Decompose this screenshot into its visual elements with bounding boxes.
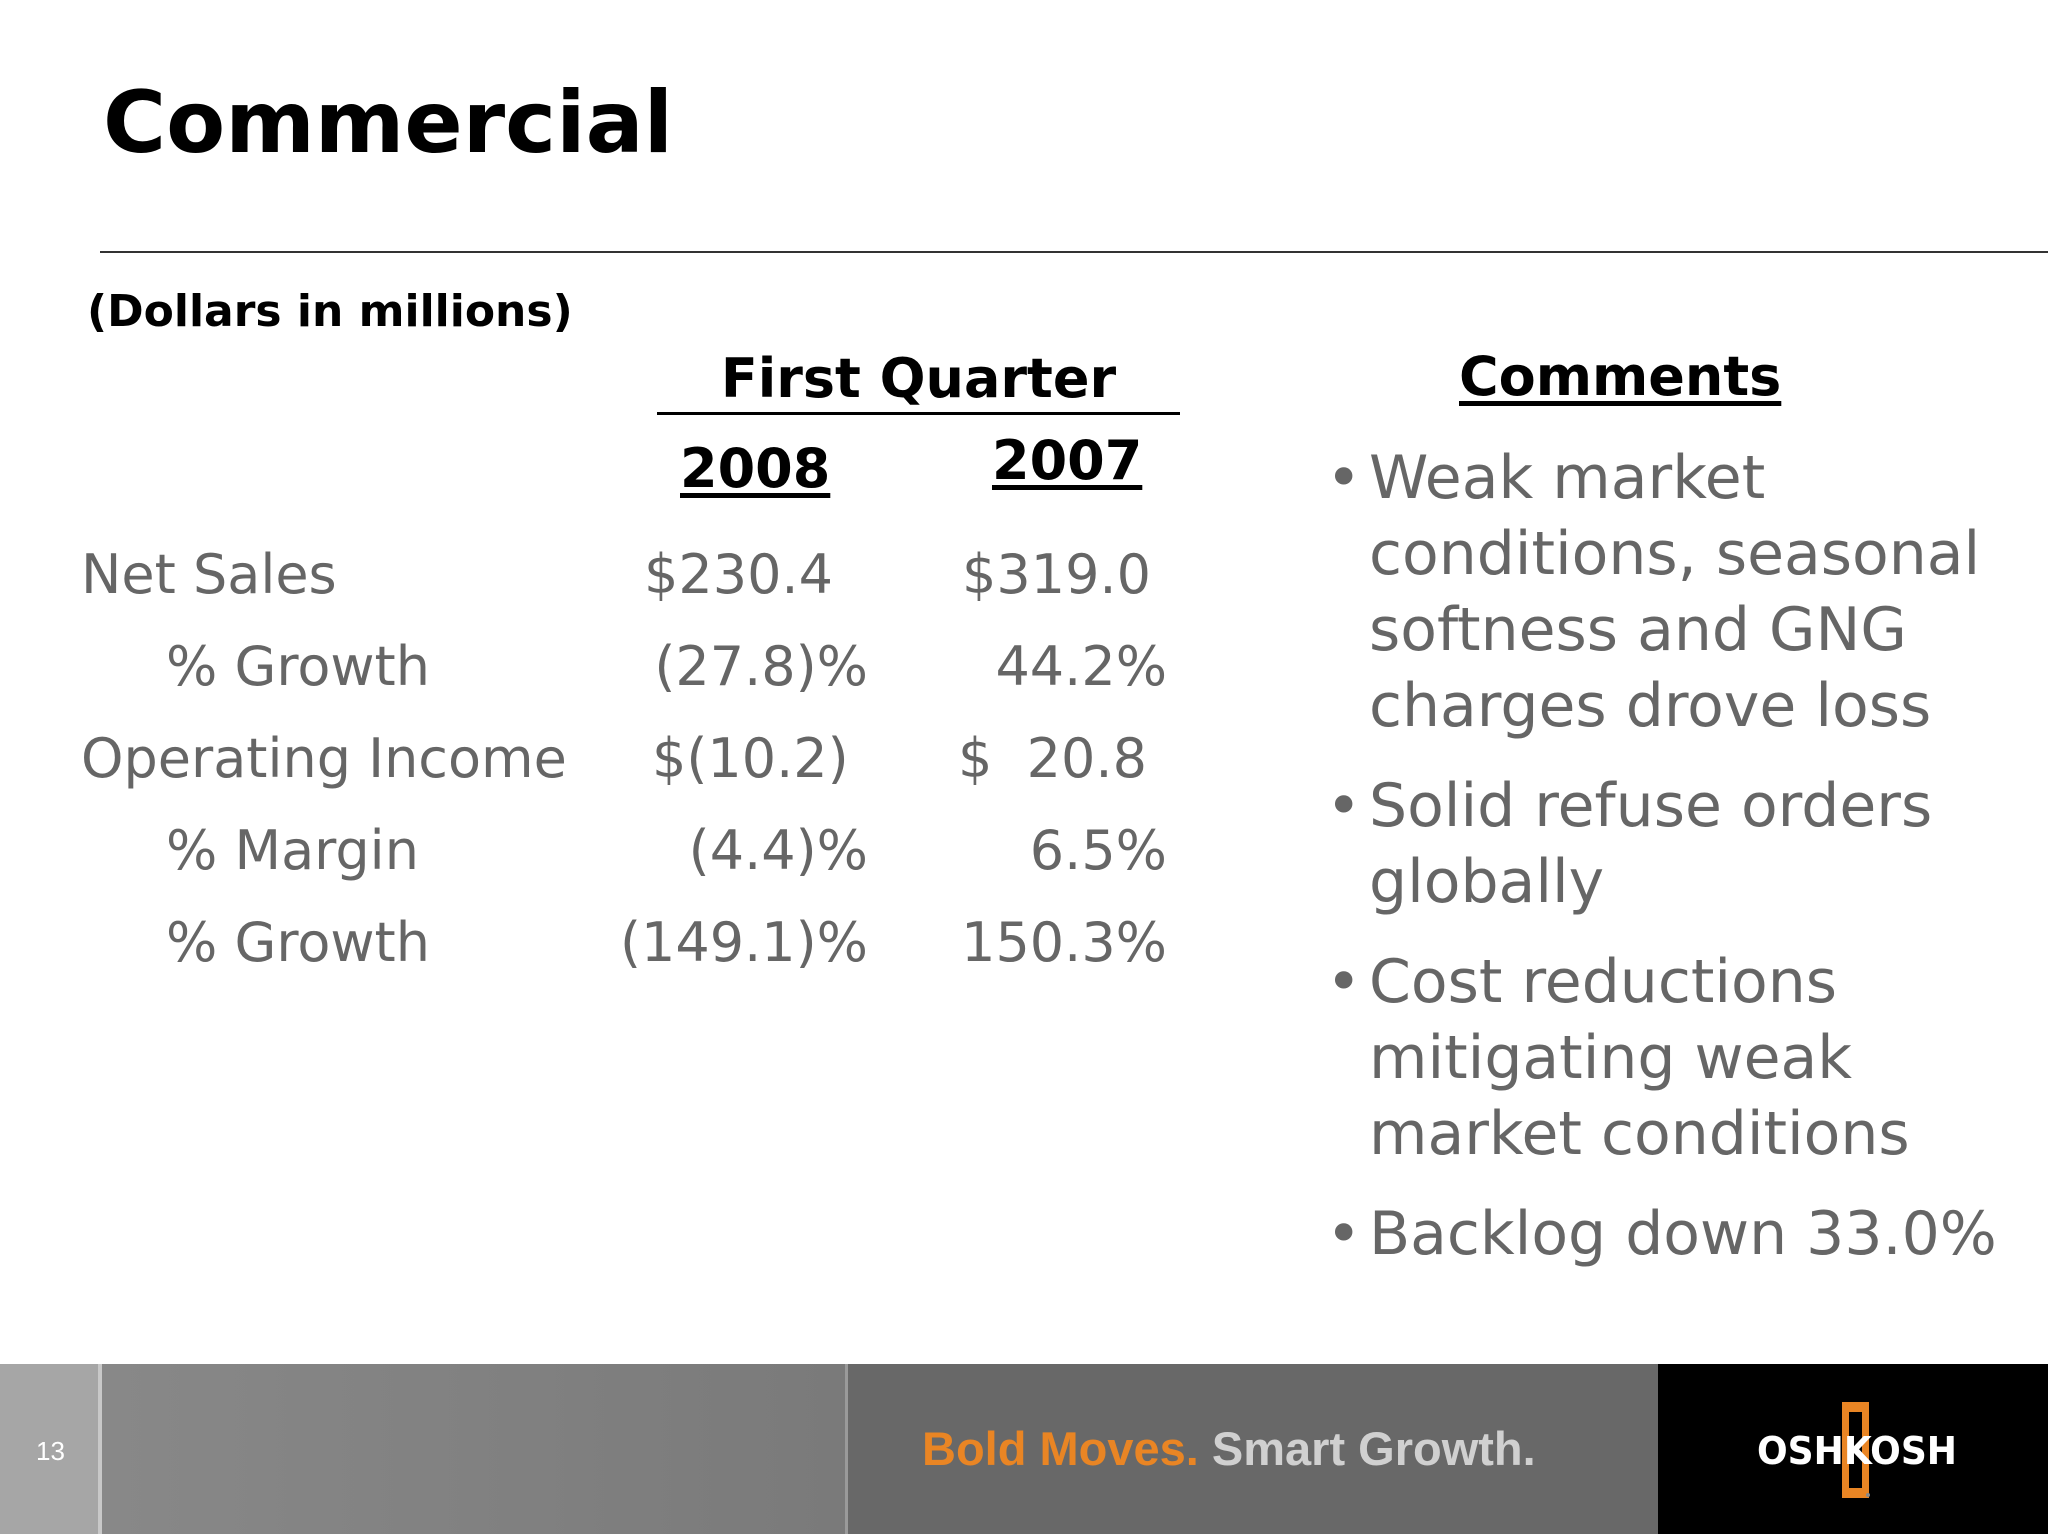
comment-text: Solid refuse orders globally (1369, 771, 1933, 917)
units-note: (Dollars in millions) (87, 286, 573, 337)
comment-bullet: • Backlog down 33.0% (1318, 1196, 2018, 1272)
footer-divider (98, 1364, 102, 1534)
comment-text: Weak market conditions, seasonal softnes… (1369, 443, 1981, 741)
comment-text: Backlog down 33.0% (1369, 1199, 1997, 1269)
cell-operating-income-2007: $ 20.8 (958, 727, 1147, 790)
footer-panel (102, 1364, 845, 1534)
bullet-icon: • (1326, 443, 1362, 513)
comment-bullet: • Solid refuse orders globally (1318, 768, 2018, 920)
column-header-2007: 2007 (992, 429, 1143, 492)
row-label-income-growth: % Growth (166, 911, 430, 974)
cell-margin-2007: 6.5% (1029, 819, 1167, 882)
bullet-icon: • (1326, 1199, 1362, 1269)
comment-bullet: • Cost reductions mitigating weak market … (1318, 944, 2018, 1172)
cell-operating-income-2008: $(10.2) (652, 727, 849, 790)
row-label-margin: % Margin (166, 819, 419, 882)
comment-text: Cost reductions mitigating weak market c… (1369, 947, 1910, 1169)
column-header-2008: 2008 (680, 437, 831, 500)
comment-bullet: • Weak market conditions, seasonal softne… (1318, 440, 2018, 744)
comments-list: • Weak market conditions, seasonal softne… (1318, 440, 2018, 1296)
cell-sales-growth-2008: (27.8)% (654, 635, 868, 698)
page-number: 13 (36, 1436, 65, 1466)
row-label-operating-income: Operating Income (81, 727, 567, 790)
cell-income-growth-2008: (149.1)% (619, 911, 868, 974)
comments-heading: Comments (1459, 345, 1782, 408)
oshkosh-logo: OSHKOSH (1757, 1402, 1957, 1498)
column-group-header: First Quarter (720, 347, 1117, 410)
cell-margin-2008: (4.4)% (688, 819, 868, 882)
tagline-bold: Bold Moves. (922, 1422, 1199, 1475)
cell-sales-growth-2007: 44.2% (995, 635, 1167, 698)
column-group-underline (657, 412, 1180, 415)
cell-net-sales-2007: $319.0 (962, 543, 1151, 606)
cell-income-growth-2007: 150.3% (961, 911, 1167, 974)
slide-title: Commercial (103, 73, 674, 173)
bullet-icon: • (1326, 771, 1362, 841)
row-label-sales-growth: % Growth (166, 635, 430, 698)
page-number-box (0, 1364, 98, 1534)
bullet-icon: • (1326, 947, 1362, 1017)
cell-net-sales-2008: $230.4 (644, 543, 833, 606)
tagline: Bold Moves. Smart Growth. (922, 1425, 1536, 1472)
svg-text:OSHKOSH: OSHKOSH (1757, 1429, 1957, 1473)
title-divider (100, 251, 2048, 253)
footer-divider (845, 1364, 848, 1534)
tagline-panel (848, 1364, 1658, 1534)
tagline-smart: Smart Growth. (1211, 1422, 1536, 1475)
row-label-net-sales: Net Sales (81, 543, 337, 606)
